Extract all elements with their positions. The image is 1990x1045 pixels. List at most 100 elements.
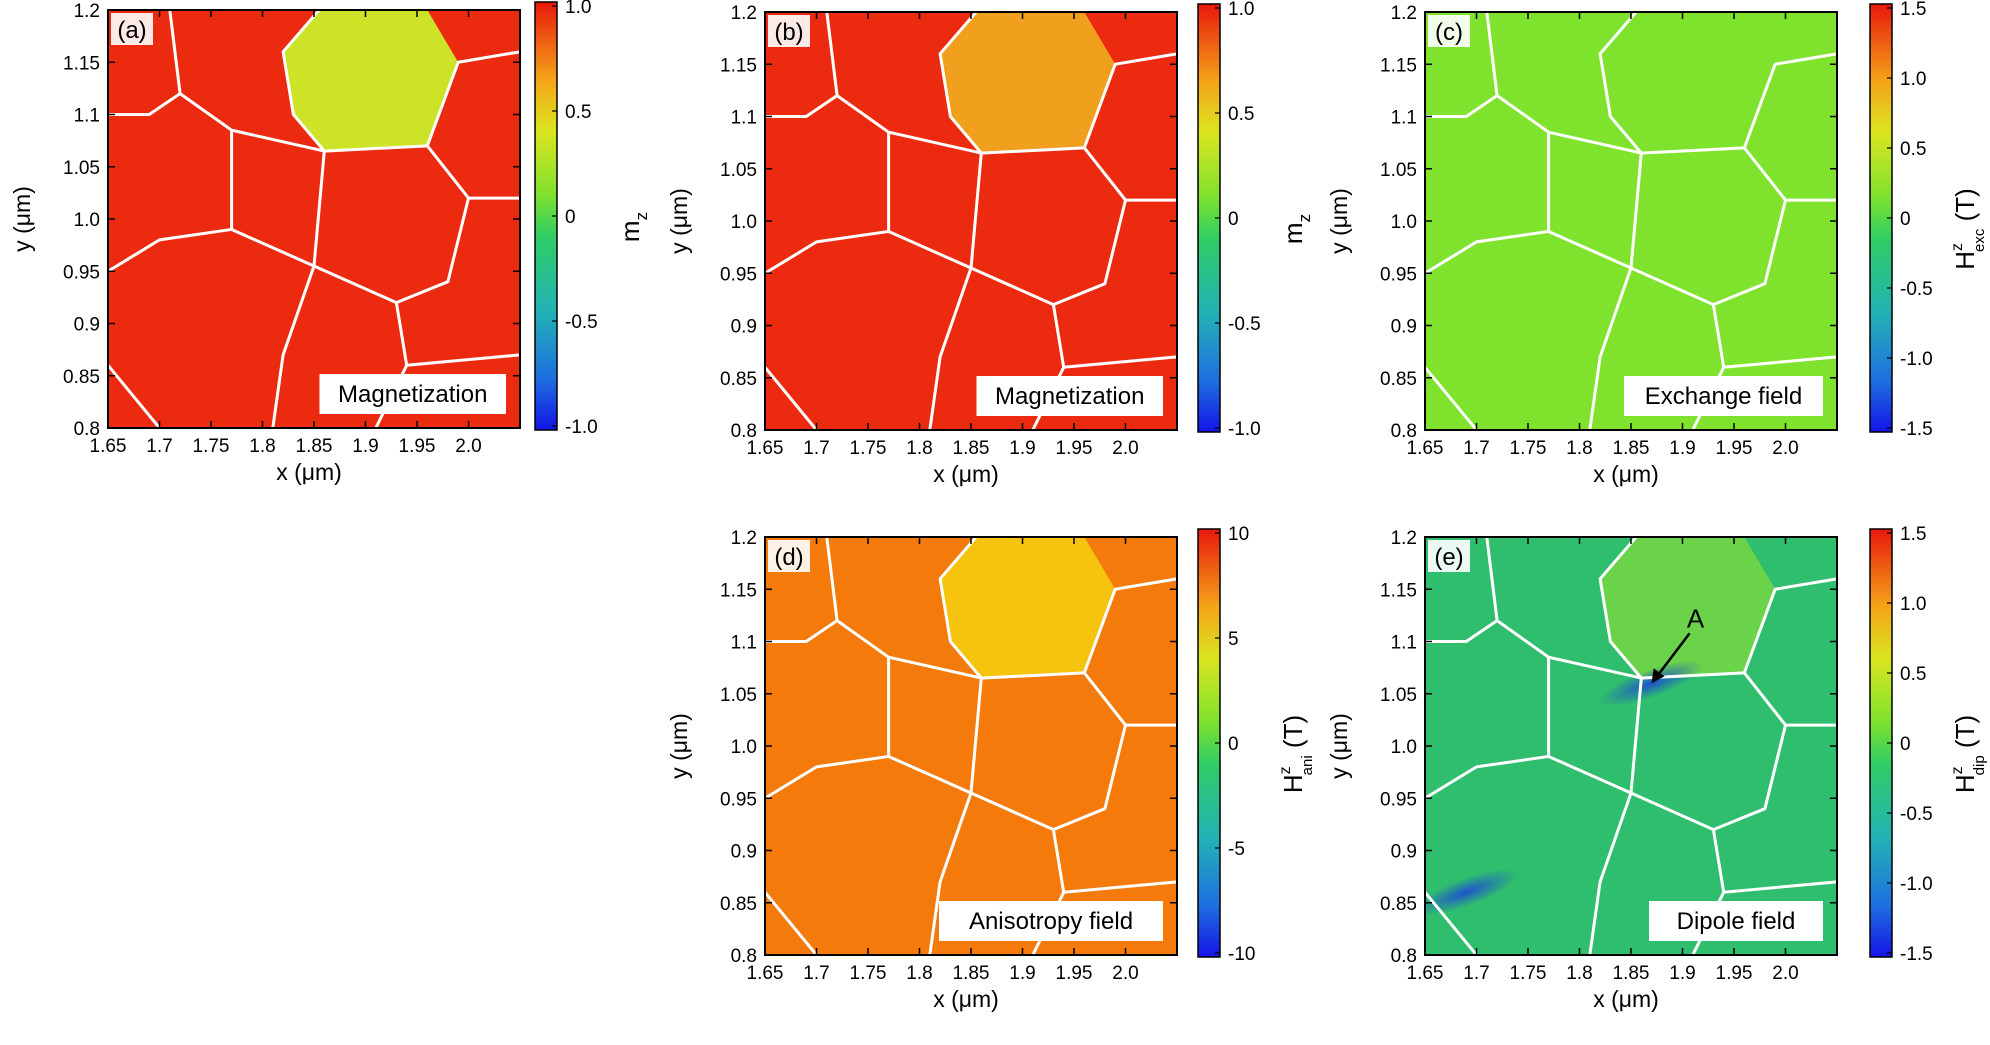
grain-boundary	[1598, 537, 1643, 680]
x-tick-label: 2.0	[1772, 438, 1798, 459]
y-tick-label: 0.9	[731, 842, 757, 863]
x-tick-label: 2.0	[1112, 438, 1138, 459]
x-tick-label: 1.65	[1407, 963, 1444, 984]
x-tick-label: 1.75	[850, 963, 887, 984]
field-label: Dipole field	[1677, 908, 1796, 935]
grain-boundary	[1712, 146, 1787, 306]
y-tick-label: 0.9	[1391, 317, 1417, 338]
colorbar-label-unit: (T)	[1950, 188, 1980, 228]
y-axis-label: y (μm)	[666, 713, 692, 779]
grain-boundary	[765, 229, 889, 275]
x-tick-label: 1.7	[803, 438, 829, 459]
colorbar-tick-label: -1.5	[1900, 944, 1933, 965]
grain-boundary	[1588, 792, 1633, 955]
x-tick-label: 1.75	[1510, 438, 1547, 459]
y-tick-label: 0.85	[720, 894, 757, 915]
field-label-box	[976, 376, 1163, 416]
field-label-box	[1649, 901, 1823, 941]
grain-boundary	[1588, 267, 1633, 430]
colorbar-tick-label: 0.5	[1900, 139, 1926, 160]
heatmap-e	[1425, 537, 1837, 955]
x-axis-label: x (μm)	[1593, 986, 1659, 1012]
y-tick-label: 1.0	[74, 210, 100, 231]
x-tick-label: 1.65	[1407, 438, 1444, 459]
y-tick-label: 0.95	[1380, 789, 1417, 810]
panel-label: (b)	[774, 19, 803, 46]
colorbar-label-main: m	[1278, 222, 1308, 244]
heatmap-b	[765, 12, 1177, 430]
colorbar-tick-label: -0.5	[1228, 314, 1261, 335]
grain-boundary	[765, 12, 839, 118]
y-tick-label: 1.1	[74, 106, 100, 127]
panel-label-box	[111, 13, 153, 45]
grain-boundary	[765, 366, 818, 430]
colorbar-tick-label: -0.5	[1900, 279, 1933, 300]
colorbar-tick-label: 0.5	[1900, 664, 1926, 685]
x-tick-label: 1.85	[1613, 438, 1650, 459]
x-tick-label: 1.65	[747, 963, 784, 984]
x-tick-label: 2.0	[1112, 963, 1138, 984]
y-tick-label: 1.05	[1380, 160, 1417, 181]
y-tick-label: 0.9	[731, 317, 757, 338]
annotation-arrow	[1654, 632, 1691, 680]
colorbar-label-sub: z	[1295, 214, 1314, 223]
panel-label-box	[768, 540, 810, 572]
grain-boundary	[765, 891, 818, 955]
colorbar-b: 1.0 0.5 0 -0.5 -1.0 mz	[1197, 0, 1314, 440]
annotation-label: A	[1687, 603, 1705, 633]
dipole-hotspot-2	[1425, 869, 1519, 916]
x-tick-label: 1.7	[1463, 438, 1489, 459]
y-tick-label: 0.85	[720, 369, 757, 390]
x-tick-label: 1.8	[249, 436, 275, 457]
grain-boundary	[1712, 671, 1787, 831]
grain-boundary	[1052, 671, 1127, 831]
x-axis-label: x (μm)	[933, 986, 999, 1012]
x-tick-label: 1.7	[146, 436, 172, 457]
grain-boundary	[1425, 12, 1499, 118]
x-tick-label: 2.0	[455, 436, 481, 457]
y-axis-label: y (μm)	[1326, 713, 1352, 779]
y-tick-label: 1.2	[731, 3, 757, 24]
panel-label: (e)	[1434, 544, 1463, 571]
field-label: Exchange field	[1645, 383, 1802, 410]
special-grain	[940, 537, 1116, 679]
y-tick-label: 0.85	[1380, 894, 1417, 915]
x-tick-label: 1.9	[1009, 438, 1035, 459]
colorbar-tick-label: 1.0	[1900, 69, 1926, 90]
y-tick-label: 0.8	[1391, 421, 1417, 442]
colorbar-label-sub: dip	[1971, 755, 1988, 775]
colorbar-tick-label: 0	[565, 207, 576, 228]
x-tick-label: 1.85	[296, 436, 333, 457]
x-tick-label: 1.65	[90, 436, 127, 457]
y-tick-label: 0.95	[720, 264, 757, 285]
colorbar-tick-label: -0.5	[1900, 804, 1933, 825]
y-tick-label: 1.15	[1380, 580, 1417, 601]
grain-boundary	[765, 754, 889, 800]
special-grain	[1600, 12, 1776, 154]
x-tick-label: 1.85	[1613, 963, 1650, 984]
colorbar-tick-label: -1.0	[1900, 874, 1933, 895]
grain-boundary	[1425, 891, 1478, 955]
grain-boundary	[108, 10, 182, 116]
colorbar-tick-label: -1.0	[1228, 419, 1261, 440]
x-tick-label: 1.9	[352, 436, 378, 457]
grain-boundary	[406, 353, 520, 367]
grain-boundary	[981, 52, 1177, 155]
colorbar-tick-label: 1.5	[1900, 0, 1926, 20]
x-tick-label: 2.0	[1772, 963, 1798, 984]
x-tick-label: 1.95	[399, 436, 436, 457]
colorbar-tick-label: 0	[1228, 209, 1239, 230]
grain-boundary	[1425, 229, 1549, 275]
grain-boundary	[928, 792, 973, 955]
grain-boundary	[1723, 355, 1837, 369]
annotation-arrowhead	[1651, 668, 1665, 684]
colorbar-label: Hz exc (T)	[1949, 188, 1988, 270]
grain-boundary	[938, 537, 983, 680]
y-tick-label: 1.2	[1391, 3, 1417, 24]
y-tick-label: 0.95	[720, 789, 757, 810]
colorbar-tick-label: 1.5	[1900, 524, 1926, 545]
heatmap-c	[1425, 12, 1837, 430]
y-tick-label: 1.0	[731, 212, 757, 233]
